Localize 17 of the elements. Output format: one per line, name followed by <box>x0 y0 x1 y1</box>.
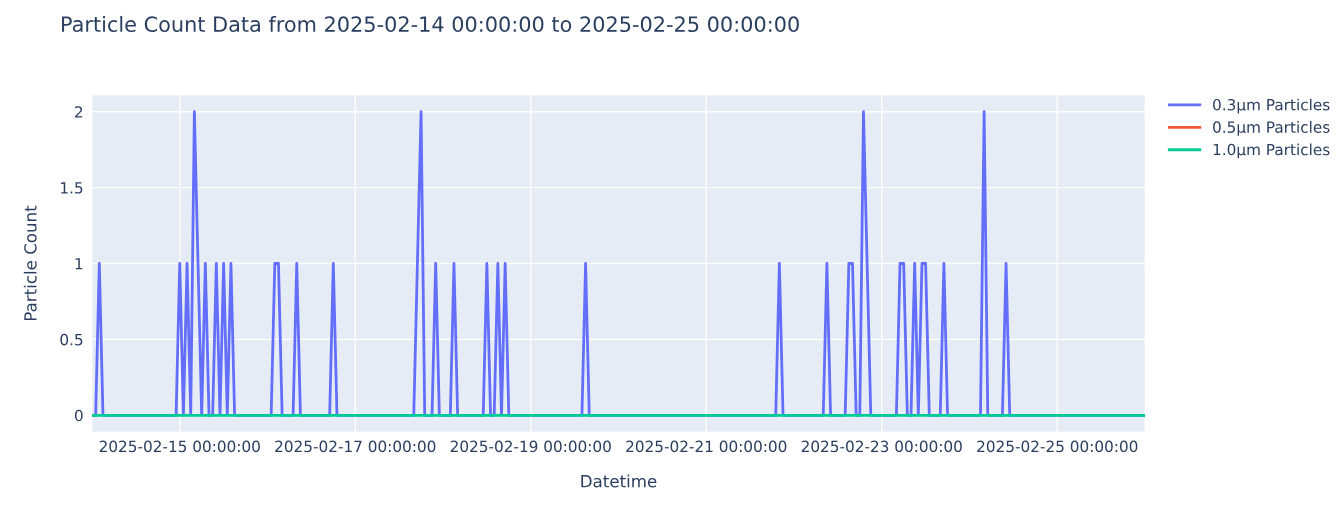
chart-title: Particle Count Data from 2025-02-14 00:00:00 to 2025-02-25 00:00:00 <box>62 15 799 33</box>
y-tick-label: 2 <box>75 106 83 118</box>
legend-label: 1.0µm Particles <box>1213 143 1330 159</box>
legend-label: 0.3µm Particles <box>1213 98 1330 114</box>
y-tick-label: 1.5 <box>61 182 83 194</box>
x-tick-label: 2025-02-19 00:00:00 <box>450 440 611 453</box>
x-tick-label: 2025-02-25 00:00:00 <box>977 440 1138 453</box>
x-tick-label: 2025-02-23 00:00:00 <box>801 440 962 453</box>
y-axis-title: Particle Count <box>23 205 37 321</box>
y-tick-label: 0 <box>74 409 83 422</box>
x-axis-title: Datetime <box>581 474 657 488</box>
x-tick-label: 2025-02-21 00:00:00 <box>626 440 787 453</box>
y-tick-label: 0.5 <box>60 333 83 346</box>
legend-label: 0.5µm Particles <box>1213 121 1330 136</box>
y-tick-label: 1 <box>75 258 83 270</box>
x-tick-label: 2025-02-15 00:00:00 <box>99 440 260 453</box>
x-tick-label: 2025-02-17 00:00:00 <box>275 440 436 453</box>
